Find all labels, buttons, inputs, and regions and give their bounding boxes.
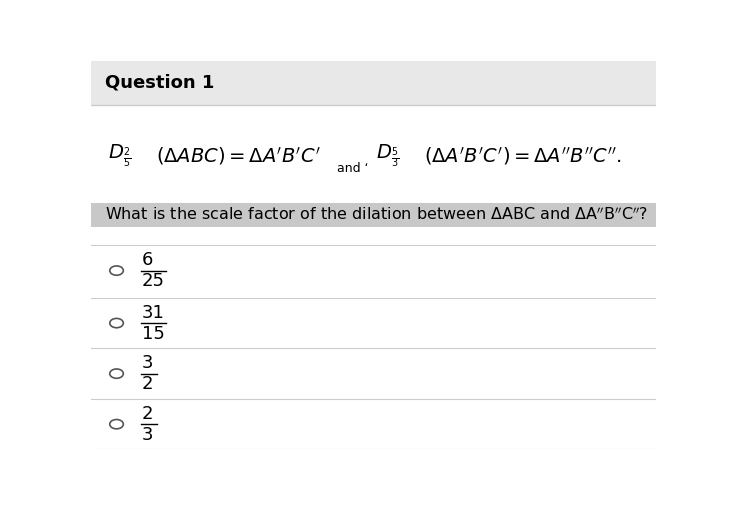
Text: 6: 6 <box>142 251 153 269</box>
Text: 31: 31 <box>142 304 165 322</box>
FancyBboxPatch shape <box>91 61 656 106</box>
Text: $(\Delta ABC) = \Delta A'B'C'$: $(\Delta ABC) = \Delta A'B'C'$ <box>156 145 321 167</box>
FancyBboxPatch shape <box>91 203 656 227</box>
Text: 2: 2 <box>142 375 154 393</box>
Text: $D_{\frac{2}{5}}$: $D_{\frac{2}{5}}$ <box>108 142 131 169</box>
Text: Question 1: Question 1 <box>105 74 214 92</box>
Text: $D_{\frac{5}{3}}$: $D_{\frac{5}{3}}$ <box>376 142 399 169</box>
Text: $(\Delta A'B'C') = \Delta A''B''C''.$: $(\Delta A'B'C') = \Delta A''B''C''.$ <box>424 145 622 167</box>
Text: 3: 3 <box>142 354 154 372</box>
Text: What is the scale factor of the dilation between $\Delta$ABC and $\Delta$A$''$B$: What is the scale factor of the dilation… <box>105 206 649 223</box>
Text: 3: 3 <box>142 426 154 444</box>
Text: 2: 2 <box>142 405 154 423</box>
Text: 25: 25 <box>142 272 165 290</box>
Text: 15: 15 <box>142 325 165 342</box>
Text: and ‘: and ‘ <box>337 162 368 175</box>
